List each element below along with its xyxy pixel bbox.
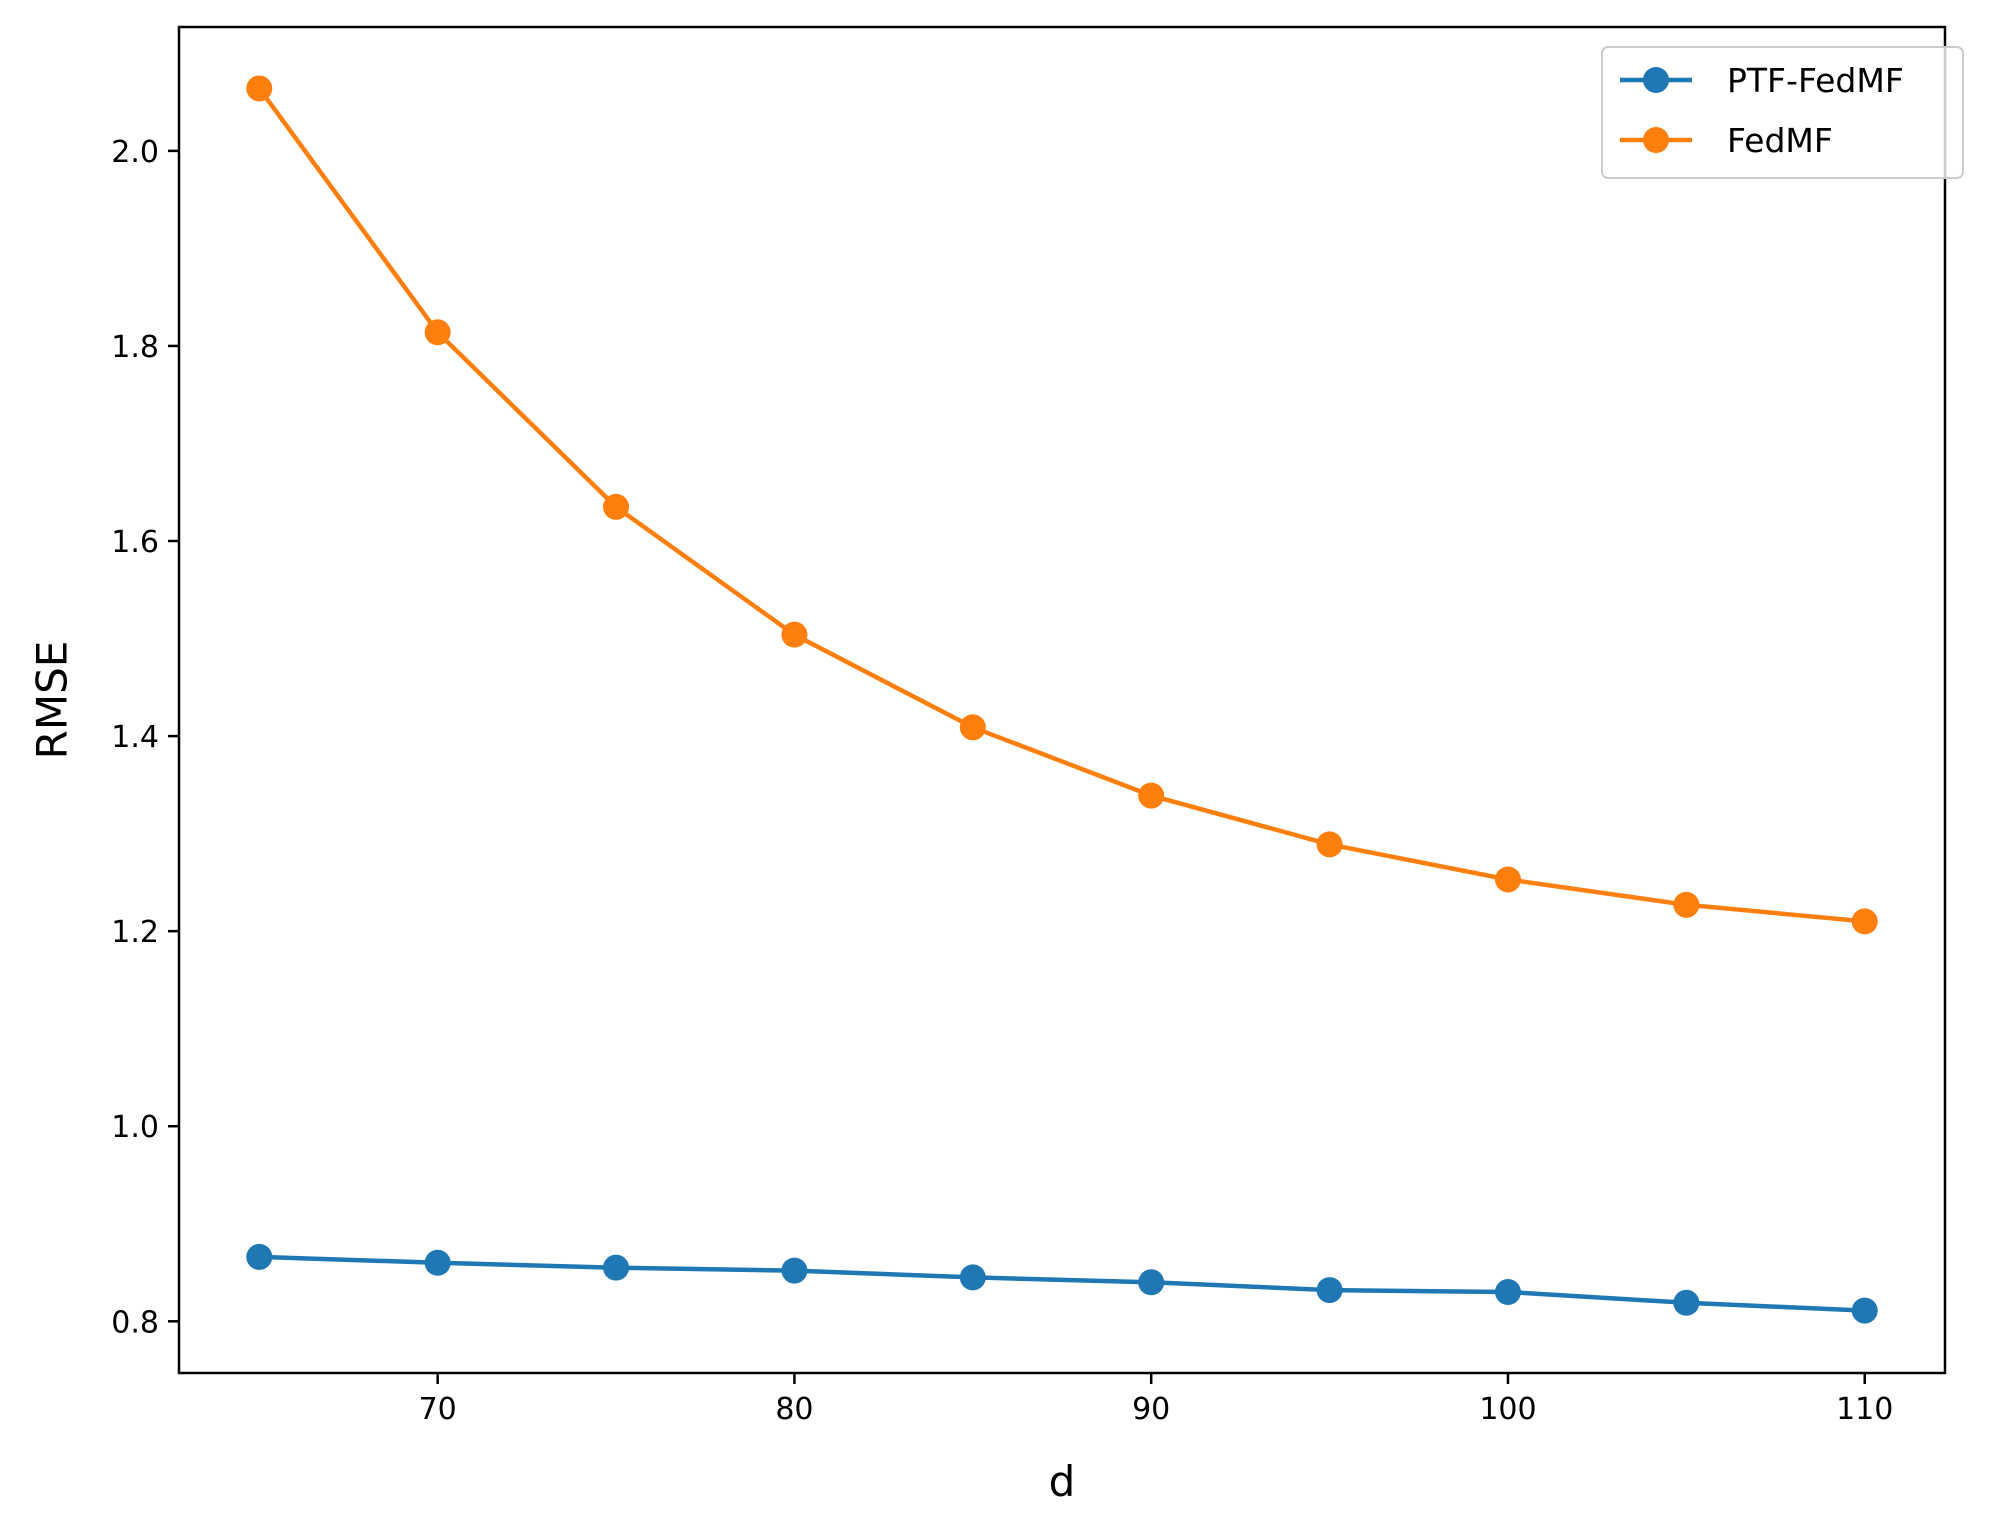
legend-label: FedMF <box>1727 121 1833 160</box>
data-point <box>959 1264 986 1291</box>
data-point <box>1316 831 1343 858</box>
y-tick-label: 1.6 <box>111 525 159 560</box>
data-point <box>781 621 808 648</box>
legend-label: PTF-FedMF <box>1727 61 1904 100</box>
data-point <box>959 714 986 741</box>
legend: PTF-FedMF FedMF <box>1601 46 1964 179</box>
series-layer <box>246 75 1878 1324</box>
y-tick-label: 1.0 <box>111 1110 159 1145</box>
data-point <box>1851 1297 1878 1324</box>
legend-entries: PTF-FedMF FedMF <box>1620 61 1904 160</box>
data-point <box>1138 1269 1165 1296</box>
x-axis-label: d <box>1049 1457 1076 1506</box>
data-point <box>1494 866 1521 893</box>
data-point <box>424 319 451 346</box>
x-axis-ticks: 70 80 90 100 110 <box>419 1373 1893 1427</box>
data-point <box>424 1249 451 1276</box>
y-tick-label: 2.0 <box>111 135 159 170</box>
series-line <box>257 1254 1867 1313</box>
data-point <box>1673 891 1700 918</box>
x-tick-label: 110 <box>1836 1392 1893 1427</box>
y-tick-label: 1.4 <box>111 720 159 755</box>
legend-frame <box>1601 46 1964 179</box>
y-tick-label: 1.8 <box>111 330 159 365</box>
plot-area-frame <box>177 25 1947 1375</box>
data-point <box>246 1243 273 1270</box>
y-axis-label: RMSE <box>28 641 77 760</box>
data-point <box>1673 1289 1700 1316</box>
legend-marker <box>1643 67 1669 93</box>
series-fedmf <box>246 75 1878 935</box>
y-axis-ticks: 0.8 1.0 1.2 1.4 1.6 1.8 2.0 <box>111 135 179 1340</box>
data-point <box>603 493 630 520</box>
series-line <box>257 86 1867 924</box>
series-ptf-fedmf <box>246 1243 1878 1324</box>
data-point <box>246 75 273 102</box>
y-tick-label: 0.8 <box>111 1305 159 1340</box>
legend-item: PTF-FedMF <box>1620 61 1904 100</box>
x-tick-label: 70 <box>419 1392 457 1427</box>
x-tick-label: 80 <box>775 1392 813 1427</box>
data-point <box>1138 782 1165 809</box>
data-point <box>603 1254 630 1281</box>
data-point <box>1494 1279 1521 1306</box>
data-point <box>1851 908 1878 935</box>
y-tick-label: 1.2 <box>111 915 159 950</box>
legend-marker <box>1643 127 1669 153</box>
legend-item: FedMF <box>1620 121 1833 160</box>
x-tick-label: 100 <box>1479 1392 1536 1427</box>
x-tick-label: 90 <box>1132 1392 1170 1427</box>
data-point <box>1316 1277 1343 1304</box>
data-point <box>781 1257 808 1284</box>
